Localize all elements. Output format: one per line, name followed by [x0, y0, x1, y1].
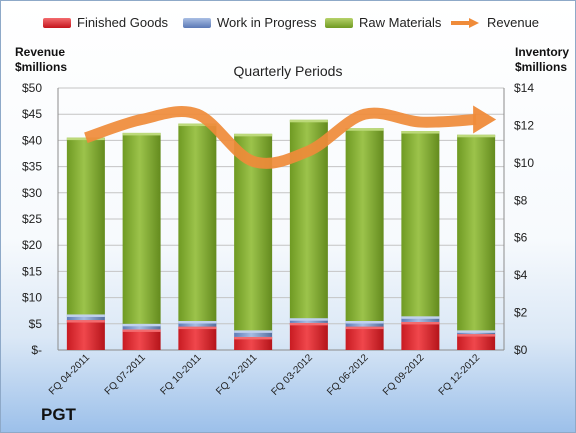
right-tick-label: $10: [514, 156, 534, 170]
right-axis-title: Inventory $millions: [515, 45, 569, 75]
category-label: FQ 10-2011: [159, 352, 204, 397]
legend-swatch: [183, 17, 211, 28]
bar-work-in-progress-top: [234, 330, 273, 333]
left-tick-label: $35: [22, 160, 42, 174]
category-label: FQ 12-2011: [214, 352, 259, 397]
bar-finished-goods: [401, 321, 440, 350]
bar-work-in-progress: [234, 330, 273, 337]
left-tick-label: $10: [22, 291, 42, 305]
right-tick-label: $0: [514, 343, 528, 357]
bar-finished-goods: [289, 322, 328, 350]
left-tick-label: $-: [31, 343, 42, 357]
bar-work-in-progress: [345, 320, 384, 327]
category-label: FQ 07-2011: [103, 352, 148, 397]
bar-work-in-progress-top: [345, 320, 384, 324]
category-label: FQ 12-2012: [437, 352, 483, 398]
bar-work-in-progress-top: [289, 318, 328, 321]
bar-finished-goods-top: [234, 336, 273, 340]
legend-label: Revenue: [487, 15, 540, 30]
left-tick-label: $25: [22, 212, 42, 226]
bar-work-in-progress: [122, 323, 161, 330]
bar-finished-goods-top: [178, 326, 217, 330]
bar-work-in-progress: [66, 314, 105, 321]
bar-raw-materials: [66, 137, 105, 315]
bar-finished-goods: [345, 326, 384, 350]
bar-raw-materials-top: [345, 128, 384, 131]
legend-item-finished-goods: Finished Goods: [43, 15, 168, 30]
bar-raw-materials: [178, 123, 217, 321]
right-axis-title-line1: Inventory: [515, 45, 570, 59]
left-axis-title-line2: $millions: [15, 60, 68, 74]
revenue-arrowhead: [473, 105, 497, 134]
legend-label: Finished Goods: [77, 15, 169, 30]
legend-item-revenue: Revenue: [451, 15, 539, 30]
bar-work-in-progress-top: [122, 323, 161, 327]
bar-raw-materials: [122, 132, 161, 324]
bar-finished-goods-top: [122, 329, 161, 332]
bar-raw-materials: [457, 134, 496, 331]
right-tick-label: $4: [514, 268, 528, 282]
bar-finished-goods-top: [401, 321, 440, 325]
bar-raw-materials-top: [234, 133, 273, 137]
bar-raw-materials: [401, 131, 440, 317]
chart-title: Quarterly Periods: [233, 63, 343, 79]
company-name: PGT: [41, 405, 76, 424]
bar-work-in-progress-top: [401, 316, 440, 319]
bar-finished-goods-top: [66, 320, 105, 323]
bar-finished-goods: [234, 336, 273, 350]
bar-raw-materials: [345, 128, 384, 321]
right-tick-label: $2: [514, 306, 528, 320]
revenue-line: [84, 106, 477, 169]
right-tick-label: $6: [514, 231, 528, 245]
legend-item-raw-materials: Raw Materials: [325, 15, 441, 30]
bar-work-in-progress-top: [66, 314, 105, 317]
bar-finished-goods: [457, 334, 496, 350]
right-tick-label: $8: [514, 193, 528, 207]
bar-finished-goods: [122, 329, 161, 350]
bar-raw-materials-top: [457, 134, 496, 138]
left-axis-title: Revenue $millions: [15, 45, 67, 75]
bar-finished-goods-top: [457, 334, 496, 337]
bar-raw-materials-top: [122, 132, 161, 136]
category-label: FQ 04-2011: [47, 352, 92, 397]
left-tick-label: $20: [22, 238, 42, 252]
bar-work-in-progress-top: [457, 330, 496, 333]
right-tick-label: $12: [514, 118, 534, 132]
category-label: FQ 03-2012: [269, 352, 315, 398]
legend-swatch: [43, 17, 71, 28]
legend-label: Work in Progress: [217, 15, 317, 30]
left-axis-title-line1: Revenue: [15, 45, 66, 59]
bar-finished-goods-top: [289, 322, 328, 326]
category-label: FQ 09-2012: [381, 352, 427, 398]
bar-finished-goods-top: [345, 326, 384, 330]
bar-work-in-progress: [178, 320, 217, 327]
bar-raw-materials-top: [289, 119, 328, 123]
bar-raw-materials-top: [178, 123, 217, 127]
bar-finished-goods: [178, 326, 217, 350]
legend-label: Raw Materials: [359, 15, 442, 30]
bar-raw-materials-top: [401, 131, 440, 134]
legend: Finished Goods Work in Progress Raw Mate…: [1, 15, 575, 35]
bar-finished-goods: [66, 320, 105, 350]
right-axis-title-line2: $millions: [515, 60, 568, 74]
legend-item-work-in-progress: Work in Progress: [183, 15, 316, 30]
right-tick-label: $14: [514, 81, 534, 95]
left-tick-label: $40: [22, 133, 42, 147]
bar-work-in-progress: [401, 316, 440, 322]
left-tick-label: $45: [22, 107, 42, 121]
category-label: FQ 06-2012: [325, 352, 371, 398]
legend-swatch: [325, 17, 353, 28]
left-tick-label: $15: [22, 264, 42, 278]
left-tick-label: $50: [22, 81, 42, 95]
legend-arrow-icon: [451, 17, 479, 28]
bar-work-in-progress-top: [178, 320, 217, 324]
left-tick-label: $5: [29, 317, 43, 331]
bar-raw-materials-top: [66, 137, 105, 141]
left-tick-label: $30: [22, 186, 42, 200]
